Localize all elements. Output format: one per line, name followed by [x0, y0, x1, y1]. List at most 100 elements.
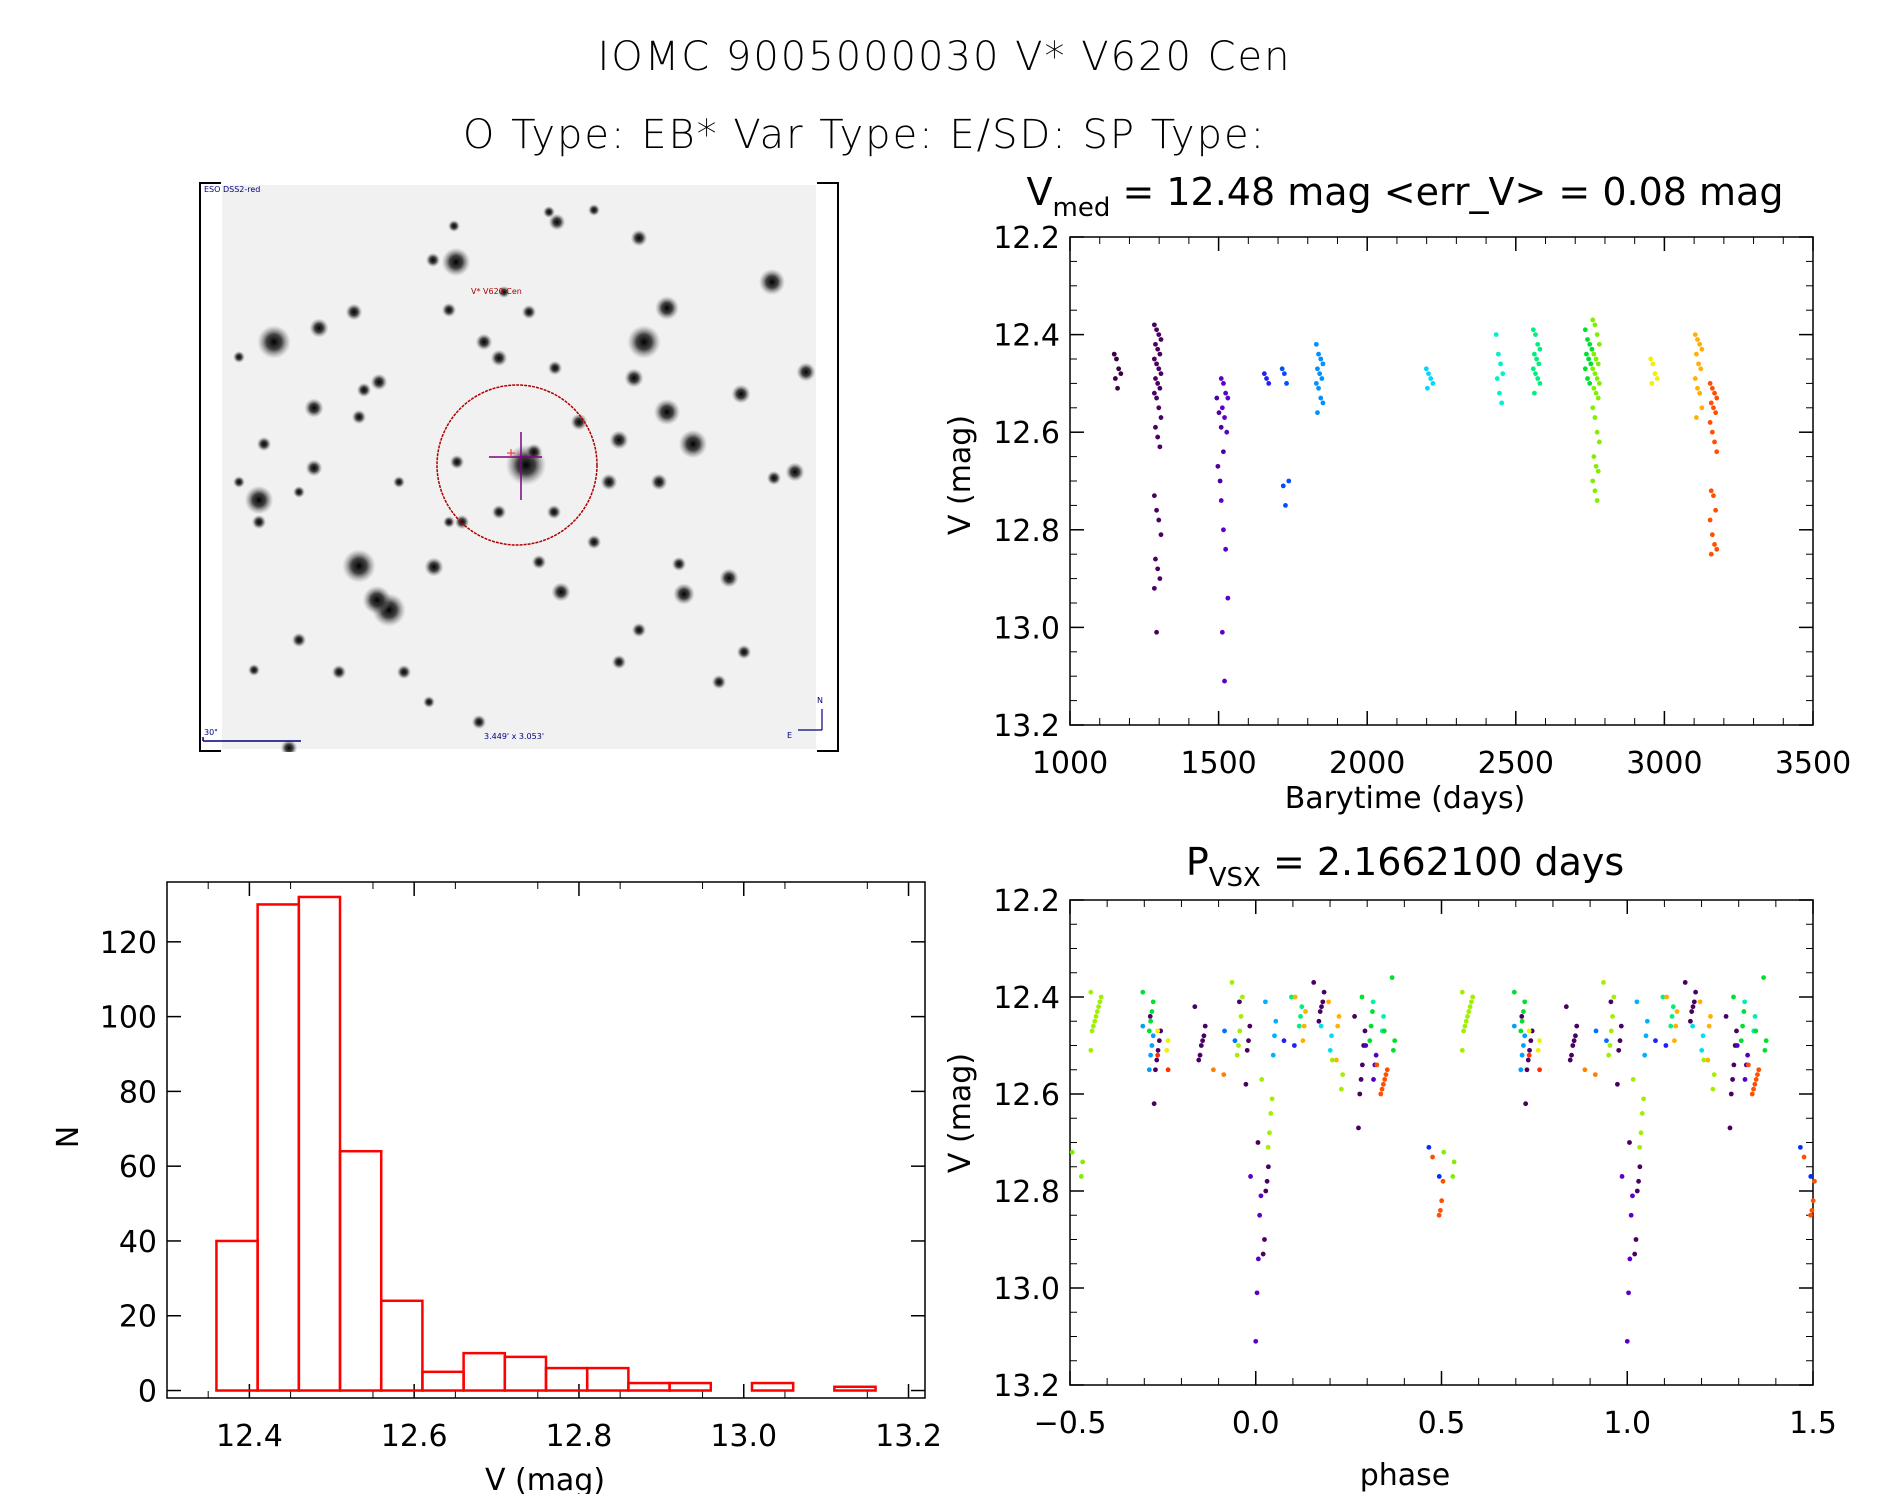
phased-point [1606, 1052, 1612, 1058]
light-curve-point [1158, 371, 1164, 377]
phased-point [1705, 1057, 1711, 1063]
light-curve-point [1536, 361, 1542, 367]
phased-point [1439, 1198, 1445, 1204]
light-curve-xtick-label: 1500 [1180, 746, 1256, 781]
phased-point [1611, 994, 1617, 1000]
star [631, 622, 647, 638]
phased-point [1263, 1188, 1269, 1194]
star [441, 302, 457, 318]
phased-point [1518, 1028, 1524, 1034]
star [624, 368, 644, 388]
star [257, 325, 291, 359]
light-curve-point [1153, 341, 1158, 347]
phased-point [1627, 1140, 1632, 1145]
light-curve-point [1592, 322, 1598, 328]
phased-point [1697, 999, 1703, 1005]
histogram-bar [256, 903, 301, 1392]
light-curve-point [1426, 371, 1431, 377]
phased-point [1752, 1081, 1758, 1087]
phased-point [1706, 1023, 1712, 1029]
light-curve-point [1494, 376, 1500, 381]
scale-bar-label: 30" [204, 728, 218, 737]
light-curve-point [1697, 390, 1703, 396]
light-curve-point [1714, 395, 1720, 401]
phased-point [1628, 1212, 1634, 1218]
light-curve-point [1532, 351, 1537, 357]
phased-point [1749, 1091, 1755, 1097]
phased-point [1731, 994, 1736, 1000]
light-curve-point [1533, 371, 1538, 377]
light-curve-point [1283, 503, 1288, 508]
light-curve-point [1713, 507, 1719, 513]
star [304, 398, 324, 418]
phased-point [1511, 989, 1517, 995]
light-curve-point [1157, 351, 1163, 357]
light-curve-point [1151, 390, 1157, 396]
phased-point [1148, 1018, 1154, 1024]
phased-point [1096, 1004, 1102, 1010]
phased-point [1336, 1014, 1342, 1019]
phased-point [1653, 1038, 1658, 1044]
light-curve-point [1156, 332, 1162, 337]
histogram-ytick-label: 20 [119, 1300, 157, 1335]
star [423, 696, 435, 708]
phased-point [1265, 1144, 1271, 1150]
light-curve-point [1221, 527, 1226, 533]
phased-point [1255, 1256, 1261, 1262]
phased-point [1810, 1198, 1816, 1204]
light-curve-point [1593, 356, 1599, 362]
phased-point [1244, 1047, 1250, 1053]
phased-point [1633, 1237, 1639, 1242]
phased-point [1689, 1009, 1695, 1014]
phased-point [1255, 1140, 1261, 1145]
light-curve-point [1587, 381, 1593, 386]
phased-point [1745, 1062, 1751, 1068]
light-curve-point [1219, 405, 1225, 411]
light-curve-point [1713, 410, 1719, 416]
phased-point [1728, 1091, 1734, 1097]
light-curve-point [1313, 381, 1319, 386]
phased-point [1097, 999, 1103, 1005]
phased-point [1641, 1096, 1646, 1102]
target-crosshair-icon [489, 432, 542, 500]
phased-point [1610, 1014, 1615, 1019]
target-marker-icon [507, 449, 515, 457]
light-curve-point [1693, 351, 1699, 357]
light-curve-xtick-label: 2500 [1478, 746, 1554, 781]
phased-point [1615, 1081, 1620, 1087]
light-curve-xtick-label: 2000 [1329, 746, 1405, 781]
light-curve-point [1712, 439, 1717, 445]
light-curve-point [1584, 351, 1589, 357]
phased-point [1727, 1125, 1733, 1131]
phased-point [1690, 1004, 1696, 1010]
phased-point [1088, 1047, 1094, 1053]
light-curve-point [1535, 376, 1541, 381]
phased-point [1469, 999, 1474, 1005]
phased-point [1264, 1178, 1270, 1184]
phased-point [1644, 1018, 1650, 1024]
phased-point [1140, 989, 1146, 995]
phased-point [1465, 1014, 1470, 1019]
light-curve-point [1693, 415, 1699, 420]
histogram-bar [462, 1351, 507, 1392]
phased-xlabel: phase [1360, 1458, 1451, 1493]
star [731, 384, 751, 404]
phased-ytick-label: 12.4 [993, 981, 1060, 1016]
star [342, 549, 376, 583]
star [441, 247, 471, 277]
light-curve-point [1279, 366, 1285, 372]
phased-point [1567, 1057, 1573, 1063]
light-curve-point [1596, 381, 1602, 386]
light-curve-point [1155, 381, 1161, 386]
star [345, 303, 363, 321]
star [543, 206, 555, 218]
star [551, 582, 571, 602]
light-curve-point [1649, 381, 1655, 386]
light-curve-point [1220, 449, 1226, 455]
histogram-ytick-label: 80 [119, 1075, 157, 1110]
star-field [233, 204, 816, 752]
phased-point [1639, 1111, 1645, 1116]
phased-point [1693, 989, 1699, 995]
light-curve-point [1154, 395, 1159, 401]
phased-point [1470, 994, 1476, 1000]
